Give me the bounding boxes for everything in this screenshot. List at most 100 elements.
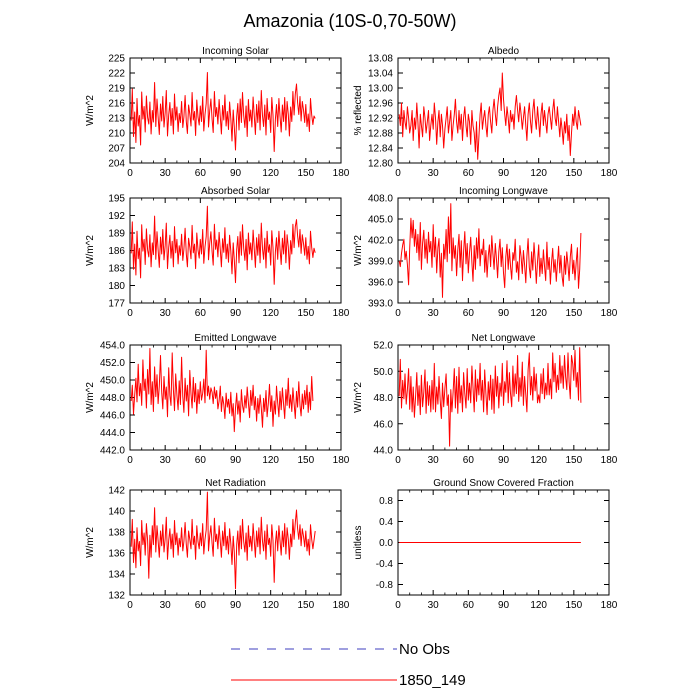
y-tick-label: 393.0 <box>368 299 393 310</box>
x-tick-label: 60 <box>463 600 475 611</box>
figure-title: Amazonia (10S-0,70-50W) <box>243 11 456 31</box>
y-tick-label: 219 <box>108 84 125 95</box>
y-tick-label: 13.04 <box>368 69 393 80</box>
x-tick-label: 90 <box>498 455 510 466</box>
y-tick-label: 405.0 <box>368 215 393 226</box>
x-tick-label: 150 <box>297 168 314 179</box>
x-tick-label: 180 <box>333 455 350 466</box>
x-tick-label: 0 <box>127 455 133 466</box>
x-tick-label: 90 <box>230 455 242 466</box>
x-tick-label: 90 <box>230 168 242 179</box>
panel-title: Albedo <box>488 46 520 57</box>
y-tick-label: 180 <box>108 281 125 292</box>
x-tick-label: 150 <box>565 600 582 611</box>
x-tick-label: 0 <box>395 455 401 466</box>
y-tick-label: 136 <box>108 549 125 560</box>
legend-label-1850-149: 1850_149 <box>399 672 466 689</box>
x-tick-label: 150 <box>565 308 582 319</box>
x-tick-label: 0 <box>395 168 401 179</box>
y-axis-label: W/m^2 <box>353 382 364 413</box>
y-tick-label: 225 <box>108 54 125 65</box>
y-axis-label: W/m^2 <box>85 235 96 266</box>
y-tick-label: 183 <box>108 264 125 275</box>
y-axis-label: W/m^2 <box>85 95 96 126</box>
x-tick-label: 120 <box>530 455 547 466</box>
panel-albedo: Albedo % reflected 0 30 60 90 120 150 180 12.80 12… <box>353 46 618 179</box>
x-tick-label: 120 <box>262 168 279 179</box>
x-tick-label: 120 <box>262 308 279 319</box>
y-tick-label: 444.0 <box>100 428 125 439</box>
y-tick-label: 448.0 <box>100 393 125 404</box>
y-tick-label: 204 <box>108 159 125 170</box>
y-tick-label: 46.0 <box>374 419 394 430</box>
series-line-1850-149 <box>398 72 582 160</box>
x-tick-label: 120 <box>530 308 547 319</box>
x-tick-label: 30 <box>160 168 172 179</box>
y-tick-label: 13.00 <box>368 84 393 95</box>
x-tick-label: 0 <box>395 600 401 611</box>
y-axis-label: W/m^2 <box>85 527 96 558</box>
x-tick-label: 90 <box>230 308 242 319</box>
y-tick-label: 13.08 <box>368 54 393 65</box>
panel-emitted-longwave: Emitted Longwave W/m^2 0 30 60 90 120 150 180 442… <box>85 333 350 466</box>
y-tick-label: 142 <box>108 486 125 497</box>
y-tick-label: -0.4 <box>376 559 394 570</box>
y-tick-label: 177 <box>108 299 125 310</box>
y-tick-label: 0.4 <box>379 517 393 528</box>
plot-frame <box>397 344 610 451</box>
x-tick-label: 120 <box>262 600 279 611</box>
y-tick-label: 396.0 <box>368 278 393 289</box>
x-tick-label: 150 <box>565 455 582 466</box>
y-tick-label: 186 <box>108 246 125 257</box>
panel-title: Ground Snow Covered Fraction <box>433 478 574 489</box>
x-tick-label: 180 <box>601 455 618 466</box>
x-tick-label: 30 <box>428 308 440 319</box>
panel-ground-snow-covered-fraction: Ground Snow Covered Fraction unitless 0 30 6… <box>353 478 618 611</box>
y-tick-label: 12.92 <box>368 114 393 125</box>
x-tick-label: 30 <box>428 455 440 466</box>
y-tick-label: 442.0 <box>100 446 125 457</box>
panel-title: Incoming Longwave <box>459 186 548 197</box>
panel-incoming-longwave: Incoming Longwave W/m^2 0 30 60 90 120 150 180 39… <box>353 186 618 319</box>
x-tick-label: 120 <box>530 600 547 611</box>
y-tick-label: 192 <box>108 211 125 222</box>
legend: No Obs 1850_149 <box>231 641 466 689</box>
x-tick-label: 180 <box>601 600 618 611</box>
x-tick-label: 90 <box>498 600 510 611</box>
panel-title: Absorbed Solar <box>201 186 271 197</box>
x-tick-label: 0 <box>127 600 133 611</box>
x-tick-label: 150 <box>297 455 314 466</box>
panel-title: Net Radiation <box>205 478 266 489</box>
panel-incoming-solar: Incoming Solar W/m^2 0 30 60 90 120 150 180 204 20… <box>85 46 350 179</box>
y-tick-label: 134 <box>108 570 125 581</box>
plot-frame <box>129 57 342 164</box>
x-tick-label: 0 <box>127 168 133 179</box>
x-tick-label: 30 <box>160 455 172 466</box>
x-tick-label: 180 <box>333 308 350 319</box>
x-tick-label: 30 <box>428 600 440 611</box>
panels: Incoming Solar W/m^2 0 30 60 90 120 150 180 204 20… <box>85 46 618 611</box>
panel-net-longwave: Net Longwave W/m^2 0 30 60 90 120 150 180 44.0 46.… <box>353 333 618 466</box>
x-tick-label: 0 <box>395 308 401 319</box>
y-tick-label: 132 <box>108 591 125 602</box>
y-tick-label: 189 <box>108 229 125 240</box>
x-tick-label: 30 <box>160 308 172 319</box>
y-tick-label: 52.0 <box>374 341 394 352</box>
y-tick-label: 213 <box>108 114 125 125</box>
series-line-1850-149 <box>398 347 582 447</box>
x-tick-label: 150 <box>297 308 314 319</box>
x-tick-label: 150 <box>565 168 582 179</box>
x-tick-label: 90 <box>230 600 242 611</box>
series-line-1850-149 <box>130 72 316 152</box>
plot-frame <box>397 197 610 304</box>
x-tick-label: 180 <box>333 600 350 611</box>
y-tick-label: 12.80 <box>368 159 393 170</box>
x-tick-label: 180 <box>601 308 618 319</box>
y-tick-label: 12.84 <box>368 144 393 155</box>
plot-frame <box>129 197 342 304</box>
y-tick-label: 195 <box>108 194 125 205</box>
x-tick-label: 120 <box>262 455 279 466</box>
legend-label-no-obs: No Obs <box>399 641 450 658</box>
y-tick-label: 454.0 <box>100 341 125 352</box>
